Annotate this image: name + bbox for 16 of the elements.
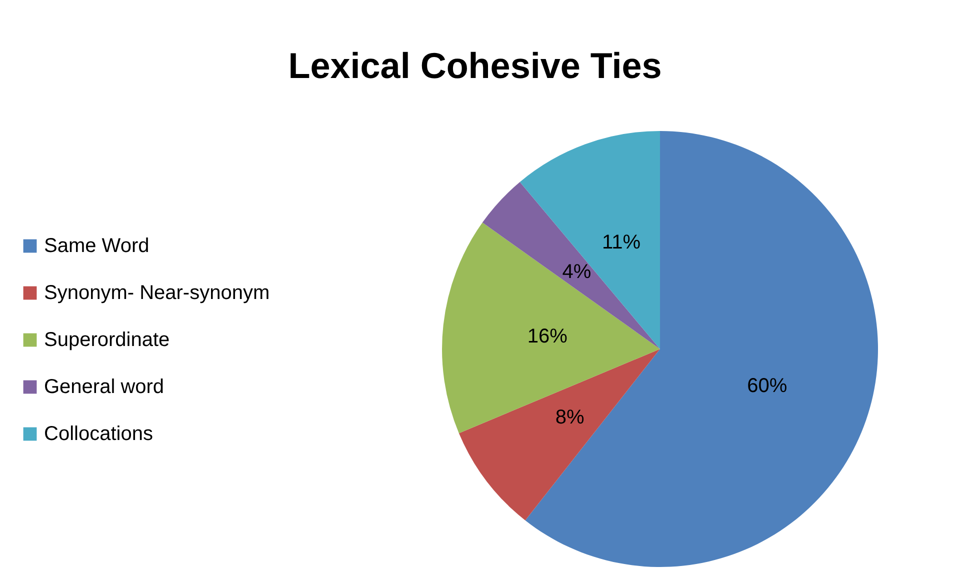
- pie-slice: [442, 222, 660, 434]
- data-label: 4%: [562, 261, 592, 284]
- legend-label: Collocations: [44, 423, 153, 445]
- chart-title: Lexical Cohesive Ties: [288, 45, 662, 86]
- pie-slice: [458, 349, 660, 520]
- pie-slice: [520, 131, 660, 349]
- data-label: 11%: [602, 231, 641, 254]
- legend-label: Synonym- Near-synonym: [44, 282, 270, 304]
- data-label: 16%: [527, 325, 568, 348]
- pie-slice: [482, 182, 660, 349]
- legend-label: Same Word: [44, 235, 150, 257]
- legend-label: General word: [44, 376, 164, 398]
- data-label: 60%: [747, 375, 788, 398]
- legend-label: Superordinate: [44, 329, 170, 351]
- pie-slice: [525, 131, 878, 567]
- data-label: 8%: [555, 406, 584, 429]
